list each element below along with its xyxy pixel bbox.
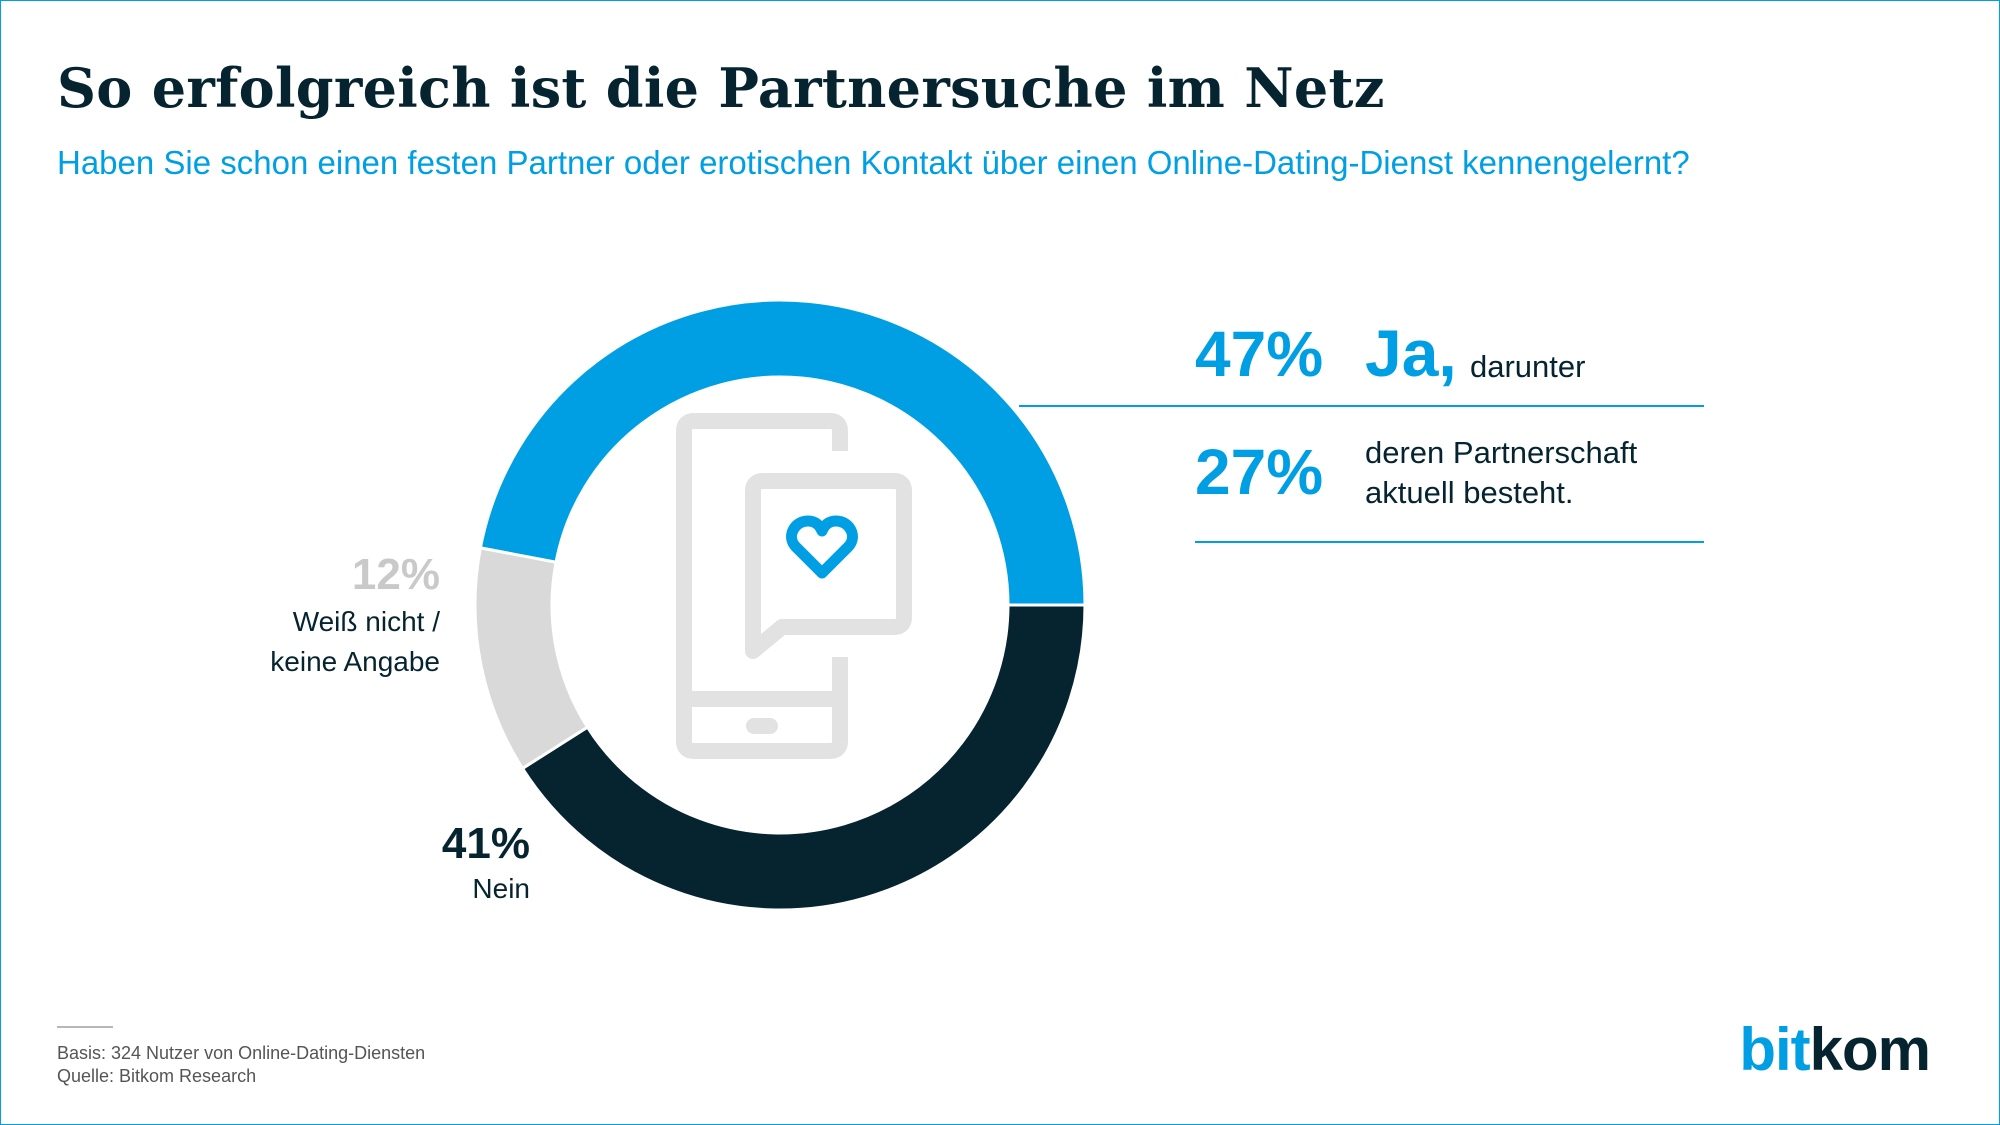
nein-label: Nein <box>472 873 530 904</box>
slice-ja <box>478 298 1087 607</box>
slice-nein <box>520 603 1087 912</box>
weiss-label-line2: keine Angabe <box>270 646 440 677</box>
slice-weiss <box>473 546 590 771</box>
ja-leader-line <box>1019 405 1704 407</box>
ja-percent-label: 47% <box>1195 318 1324 390</box>
chart-title: So erfolgreich ist die Partnersuche im N… <box>57 56 1385 120</box>
sub-label-line2: aktuell besteht. <box>1365 475 1574 510</box>
nein-percent-label: 41% <box>441 819 530 868</box>
heart-icon <box>786 515 858 579</box>
weiss-percent-label: 12% <box>351 550 440 599</box>
sub-label-line1: deren Partnerschaft <box>1365 435 1638 470</box>
phone-heart-icon <box>676 413 912 759</box>
chart-subtitle: Haben Sie schon einen festen Partner ode… <box>57 144 1690 181</box>
footer-basis: Basis: 324 Nutzer von Online-Dating-Dien… <box>57 1043 426 1063</box>
ja-label: Ja, <box>1365 316 1457 390</box>
footer-rule <box>57 1026 113 1028</box>
ja-suffix-label: darunter <box>1470 349 1586 384</box>
footer-source: Quelle: Bitkom Research <box>57 1066 257 1086</box>
sub-divider-line <box>1195 541 1704 543</box>
donut-chart <box>473 298 1087 912</box>
weiss-label-line1: Weiß nicht / <box>292 606 440 637</box>
sub-percent-label: 27% <box>1195 436 1324 508</box>
bitkom-logo: bitkom <box>1739 1016 1931 1083</box>
